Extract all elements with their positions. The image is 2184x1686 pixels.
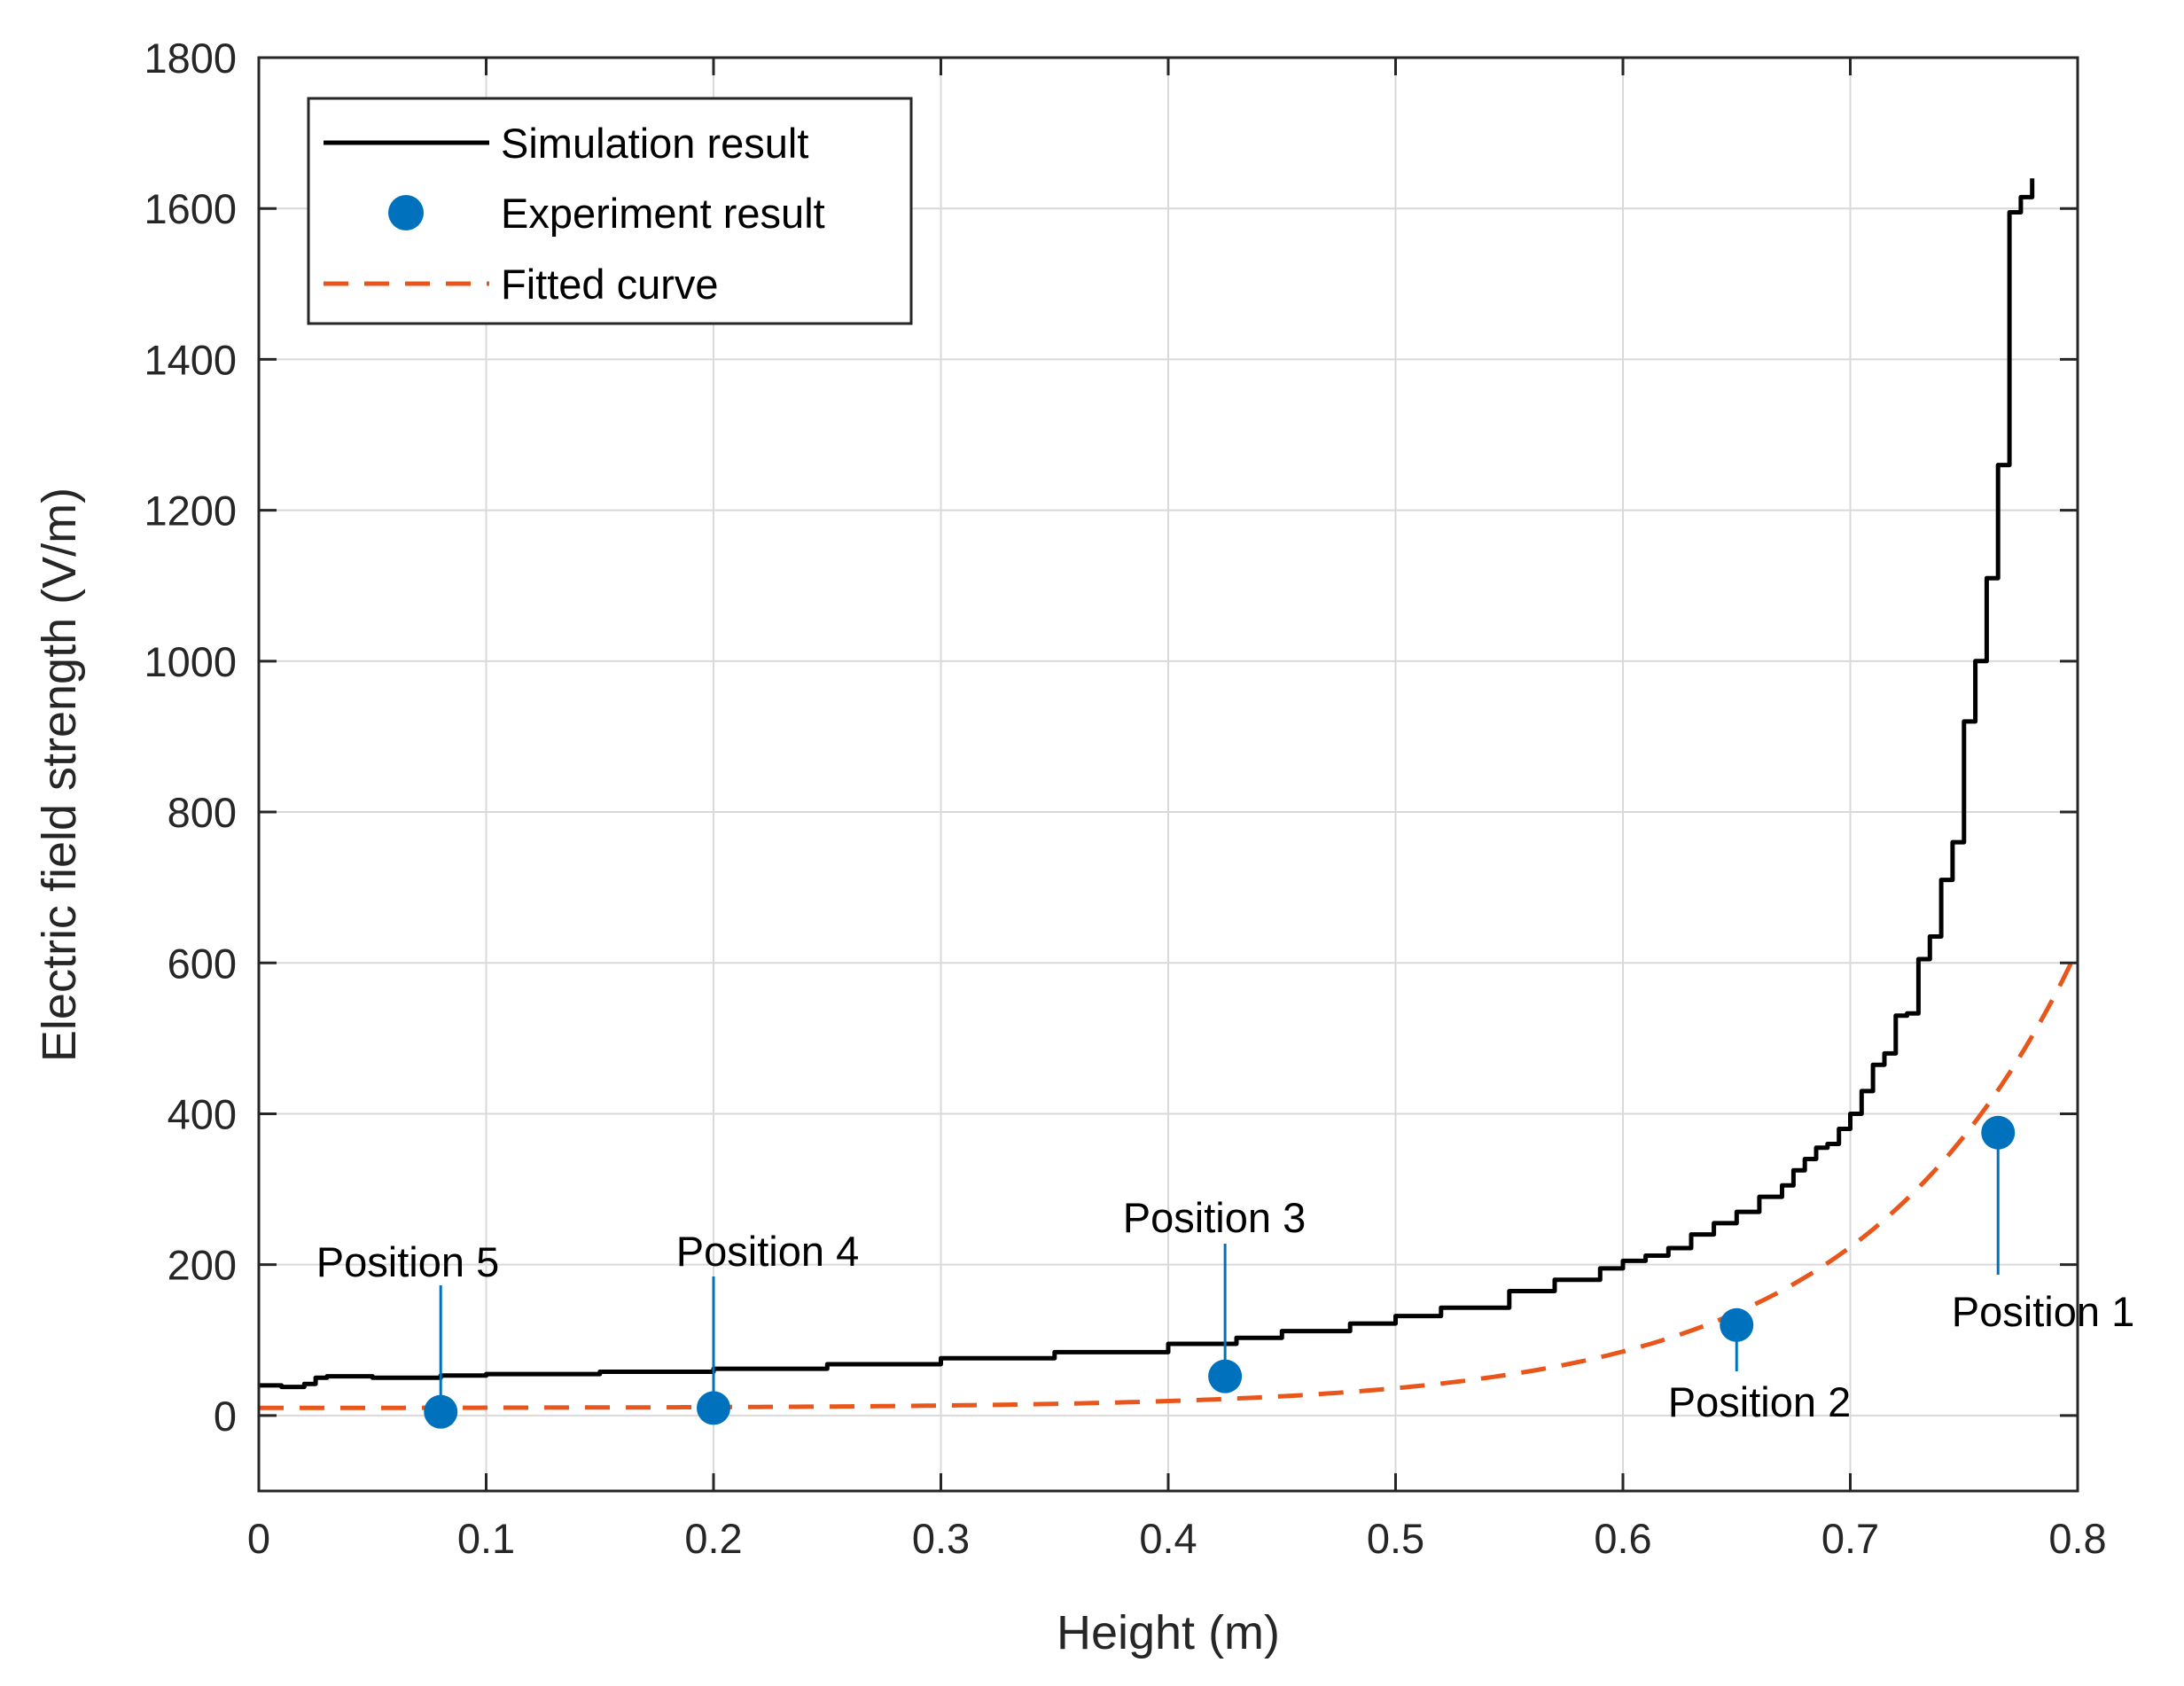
y-axis-title: Electric field strength (V/m) (33, 488, 86, 1062)
legend: Simulation result Experiment result Fitt… (307, 97, 913, 325)
grid (259, 58, 2078, 1491)
annotation-label: Position 5 (316, 1238, 499, 1285)
ticks (257, 56, 2079, 1491)
y-tick-label: 400 (168, 1090, 237, 1137)
experiment-point (1208, 1359, 1243, 1393)
legend-experiment-swatch (388, 195, 424, 230)
experiment-point (1720, 1307, 1754, 1342)
annotation-label: Position 2 (1668, 1378, 1851, 1425)
legend-simulation-label: Simulation result (501, 120, 808, 167)
y-tick-label: 200 (168, 1242, 237, 1289)
experiment-point (697, 1391, 730, 1425)
y-tick-label: 1400 (144, 336, 237, 383)
y-tick-label: 800 (168, 789, 237, 836)
y-tick-label: 1600 (144, 185, 237, 232)
y-tick-label: 1200 (144, 488, 237, 535)
y-tick-label: 1800 (144, 35, 237, 82)
x-tick-label: 0.8 (2048, 1515, 2106, 1562)
legend-experiment-label: Experiment result (501, 190, 825, 237)
fitted-curve-group (259, 948, 2080, 1410)
y-tick-label: 1000 (144, 638, 237, 685)
x-tick-label: 0.5 (1367, 1515, 1424, 1562)
experiment-point (1981, 1115, 2016, 1150)
x-tick-label: 0.3 (912, 1515, 970, 1562)
x-tick-label: 0.7 (1821, 1515, 1879, 1562)
y-tick-label: 600 (168, 940, 237, 987)
annotation-label: Position 1 (1952, 1288, 2134, 1335)
fitted-curve (259, 948, 2080, 1410)
experiment-point (424, 1394, 458, 1429)
x-tick-label: 0.2 (684, 1515, 742, 1562)
x-tick-label: 0.6 (1594, 1515, 1651, 1562)
legend-fitted-label: Fitted curve (501, 261, 719, 308)
annotations: Position 1 Position 2 Position 3 Position 4… (316, 1132, 2134, 1425)
x-tick-label: 0.4 (1139, 1515, 1197, 1562)
annotation-label: Position 4 (676, 1228, 859, 1275)
y-tick-label: 0 (214, 1393, 237, 1440)
x-tick-label: 0 (247, 1515, 270, 1562)
annotation-label: Position 3 (1123, 1194, 1306, 1241)
x-tick-label: 0.1 (457, 1515, 515, 1562)
y-tick-labels: 0 200 400 600 800 1000 1200 1400 1600 1800 (144, 35, 237, 1440)
experiment-points (424, 1115, 2016, 1429)
x-tick-labels: 0 0.1 0.2 0.3 0.4 0.5 0.6 0.7 0.8 (247, 1515, 2107, 1562)
x-axis-title: Height (m) (1057, 1606, 1280, 1659)
